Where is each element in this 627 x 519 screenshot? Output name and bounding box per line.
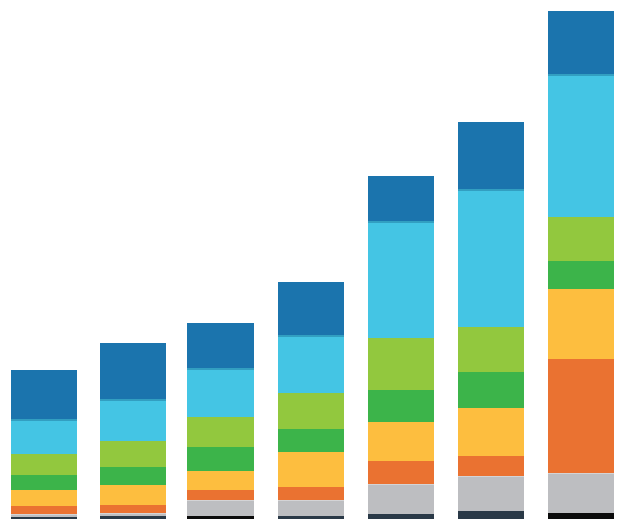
bar-7-segment-amber bbox=[548, 289, 614, 359]
bar-3 bbox=[187, 323, 254, 519]
bar-3-segment-orange bbox=[187, 490, 254, 500]
bar-2-segment-base bbox=[100, 516, 166, 519]
bar-1-segment-base bbox=[11, 517, 77, 519]
bar-5-segment-green bbox=[368, 390, 434, 422]
bar-4-segment-dark-blue bbox=[278, 282, 344, 335]
bar-7-segment-cyan bbox=[548, 74, 614, 217]
bar-1-segment-green bbox=[11, 475, 77, 490]
bar-2-segment-cyan bbox=[100, 399, 166, 441]
bar-1 bbox=[11, 370, 77, 519]
bar-6 bbox=[458, 122, 524, 519]
bar-5 bbox=[368, 176, 434, 519]
bar-5-segment-dark-blue bbox=[368, 176, 434, 221]
bar-6-segment-dark-blue bbox=[458, 122, 524, 189]
bar-3-segment-lime-green bbox=[187, 417, 254, 447]
bar-1-segment-lime-green bbox=[11, 454, 77, 475]
bar-3-segment-green bbox=[187, 447, 254, 471]
bar-1-segment-gray bbox=[11, 514, 77, 517]
bar-6-segment-orange bbox=[458, 456, 524, 476]
bar-5-segment-gray bbox=[368, 484, 434, 514]
bar-3-segment-amber bbox=[187, 471, 254, 490]
bar-2-segment-gray bbox=[100, 513, 166, 516]
bar-4-segment-orange bbox=[278, 487, 344, 500]
bar-7-segment-orange bbox=[548, 359, 614, 473]
bar-3-segment-cyan bbox=[187, 368, 254, 417]
bar-6-segment-cyan bbox=[458, 189, 524, 327]
bar-7-segment-green bbox=[548, 261, 614, 289]
bar-6-segment-base bbox=[458, 511, 524, 519]
bar-6-segment-amber bbox=[458, 408, 524, 456]
bar-5-segment-orange bbox=[368, 461, 434, 484]
bar-4-segment-amber bbox=[278, 452, 344, 487]
bar-7-segment-dark-blue bbox=[548, 11, 614, 74]
bar-5-segment-cyan bbox=[368, 221, 434, 338]
bar-7-segment-gray bbox=[548, 473, 614, 513]
bar-1-segment-orange bbox=[11, 506, 77, 514]
bar-4-segment-lime-green bbox=[278, 393, 344, 429]
bar-7-segment-base bbox=[548, 513, 614, 519]
bar-2-segment-lime-green bbox=[100, 441, 166, 467]
bar-4-segment-cyan bbox=[278, 335, 344, 393]
bar-3-segment-base bbox=[187, 516, 254, 519]
bar-7-segment-lime-green bbox=[548, 217, 614, 261]
bar-4-segment-base bbox=[278, 516, 344, 519]
bar-5-segment-amber bbox=[368, 422, 434, 461]
bar-2-segment-orange bbox=[100, 505, 166, 513]
bar-5-segment-lime-green bbox=[368, 338, 434, 390]
bar-4-segment-gray bbox=[278, 500, 344, 516]
bar-5-segment-base bbox=[368, 514, 434, 519]
bar-2 bbox=[100, 343, 166, 519]
bar-2-segment-amber bbox=[100, 485, 166, 505]
bar-6-segment-green bbox=[458, 372, 524, 408]
bar-2-segment-green bbox=[100, 467, 166, 485]
bar-3-segment-gray bbox=[187, 500, 254, 516]
bar-6-segment-gray bbox=[458, 476, 524, 511]
bar-6-segment-lime-green bbox=[458, 327, 524, 372]
bar-1-segment-cyan bbox=[11, 419, 77, 454]
bar-3-segment-dark-blue bbox=[187, 323, 254, 368]
bar-1-segment-dark-blue bbox=[11, 370, 77, 419]
bar-7 bbox=[548, 11, 614, 519]
bar-2-segment-dark-blue bbox=[100, 343, 166, 399]
bar-4-segment-green bbox=[278, 429, 344, 452]
bar-4 bbox=[278, 282, 344, 519]
bar-1-segment-amber bbox=[11, 490, 77, 506]
